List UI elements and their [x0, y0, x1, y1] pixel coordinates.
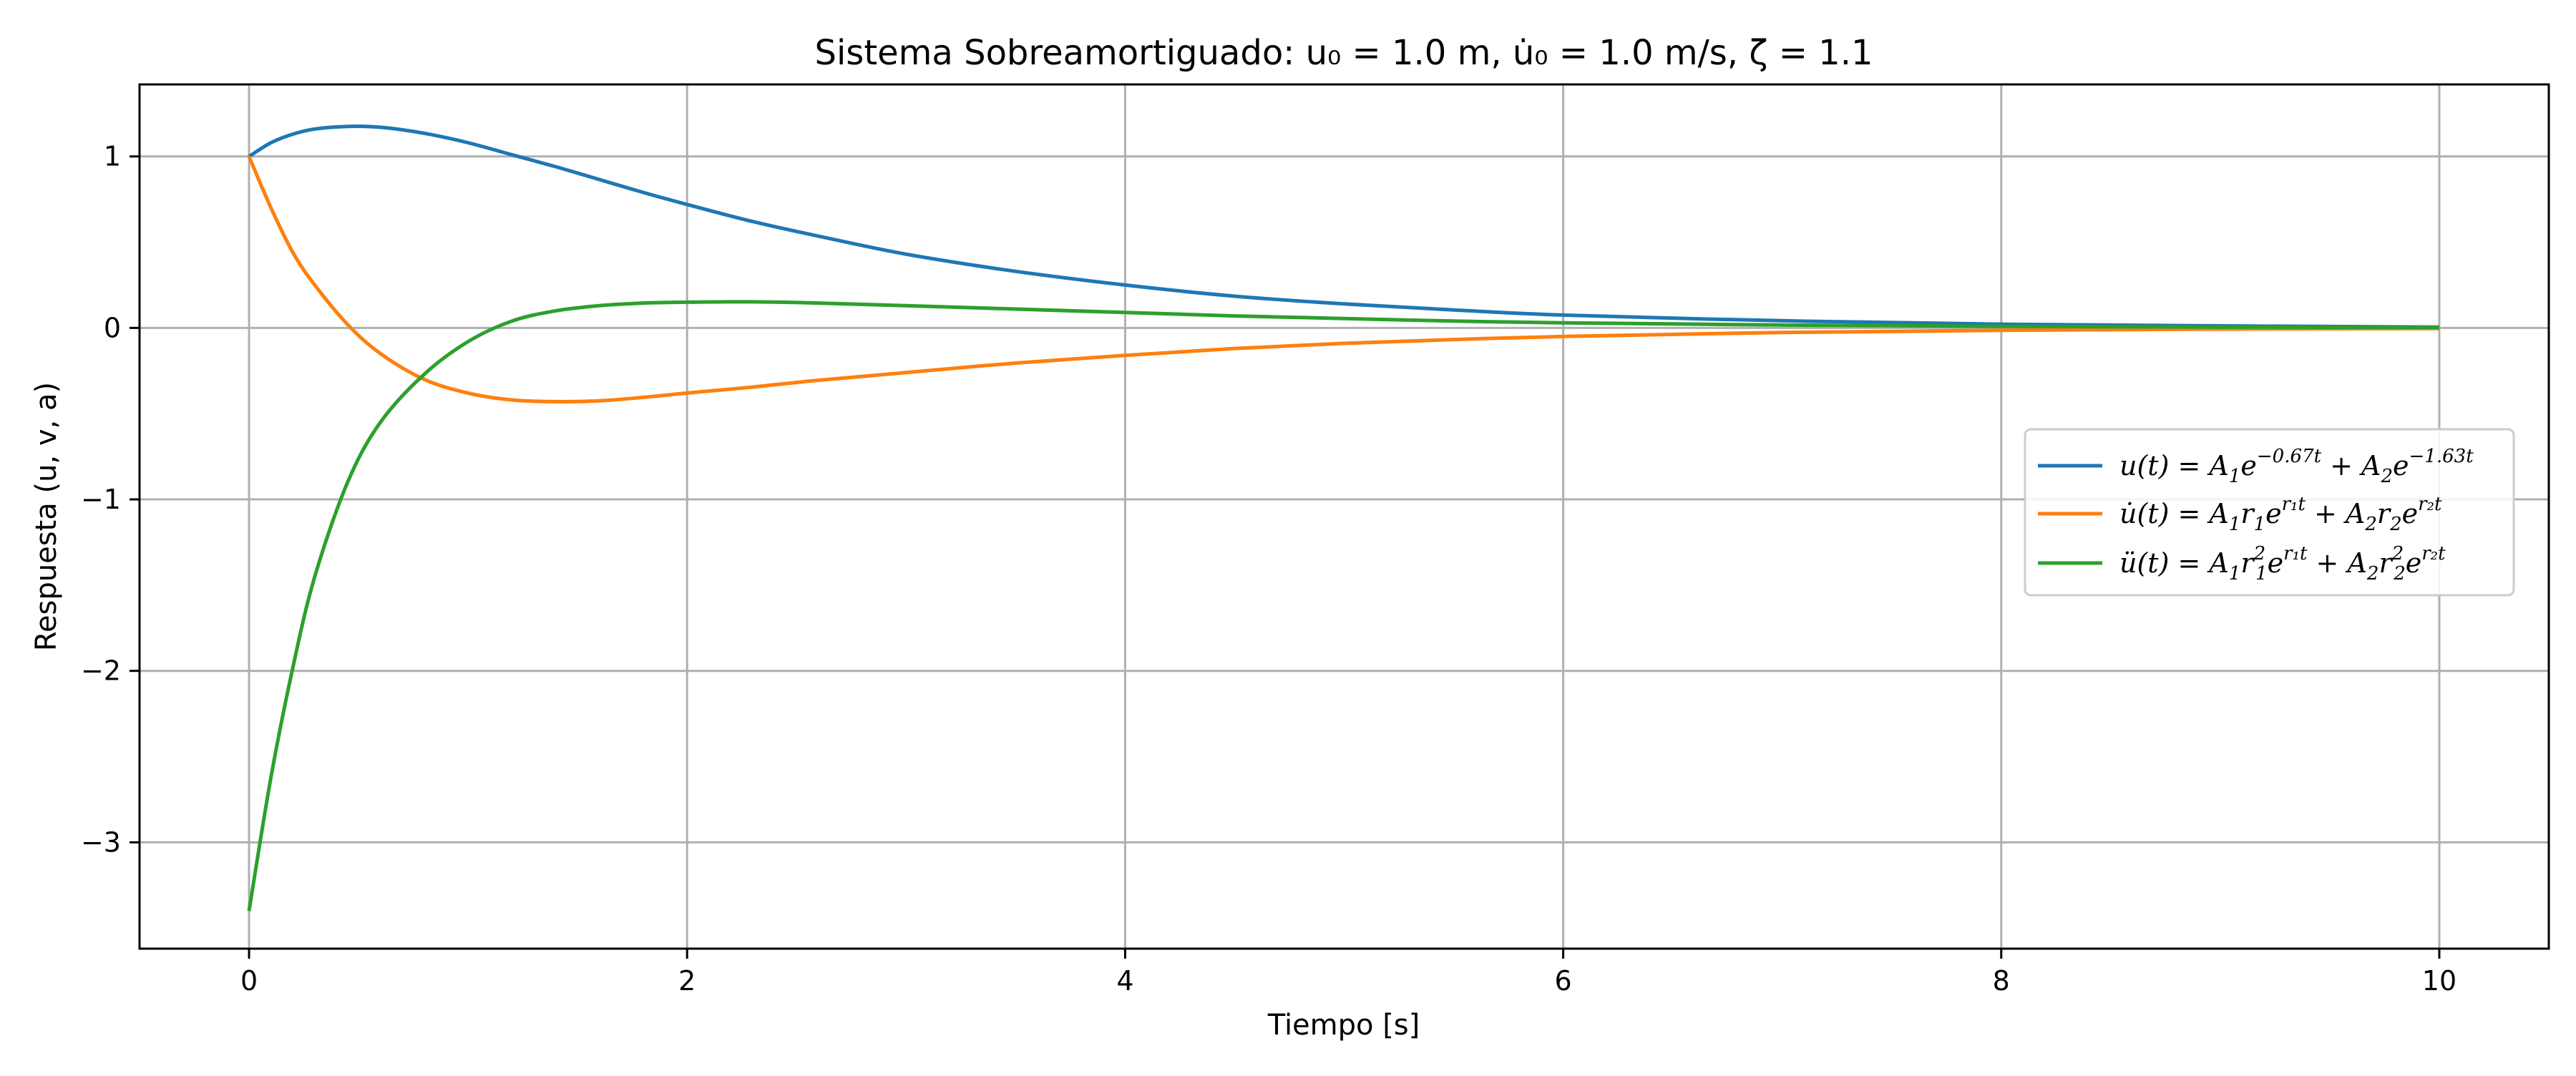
legend-frame [2024, 428, 2515, 597]
legend-label-v: u̇(t) = A1r1er₁t + A2r2er₂t [2119, 494, 2442, 535]
y-tick-label: 1 [104, 141, 121, 172]
y-tick-label: −1 [81, 484, 121, 515]
x-tick-label: 8 [1993, 965, 2010, 997]
plot-area-frame [138, 83, 2550, 950]
u-series-line [248, 124, 2440, 329]
x-tick-label: 2 [678, 965, 696, 997]
series-layer [247, 124, 2440, 911]
a-series-line [247, 300, 2440, 911]
x-axis-label: Tiempo [s] [1267, 1009, 1420, 1042]
chart-title: Sistema Sobreamortiguado: u₀ = 1.0 m, u̇… [815, 33, 1873, 73]
y-tick-label: −2 [81, 655, 121, 687]
v-series-line [247, 155, 2440, 404]
legend-label-a: ü(t) = A1r2 1er₁t + A2r2 2er₂t [2119, 543, 2446, 585]
y-axis-label: Respuesta (u, v, a) [30, 382, 63, 651]
y-tick-label: −3 [81, 826, 121, 858]
y-tick-label: 0 [104, 312, 121, 343]
x-tick-label: 0 [240, 965, 258, 997]
legend: u(t) = A1e−0.67t + A2e−1.63t u̇(t) = A1r… [2024, 428, 2515, 597]
x-tick-label: 6 [1554, 965, 1571, 997]
tick-layer: 0 2 4 6 8 10 −3 −2 −1 0 1 [81, 141, 2457, 997]
x-tick-label: 4 [1116, 965, 1133, 997]
x-tick-label: 10 [2422, 965, 2457, 997]
